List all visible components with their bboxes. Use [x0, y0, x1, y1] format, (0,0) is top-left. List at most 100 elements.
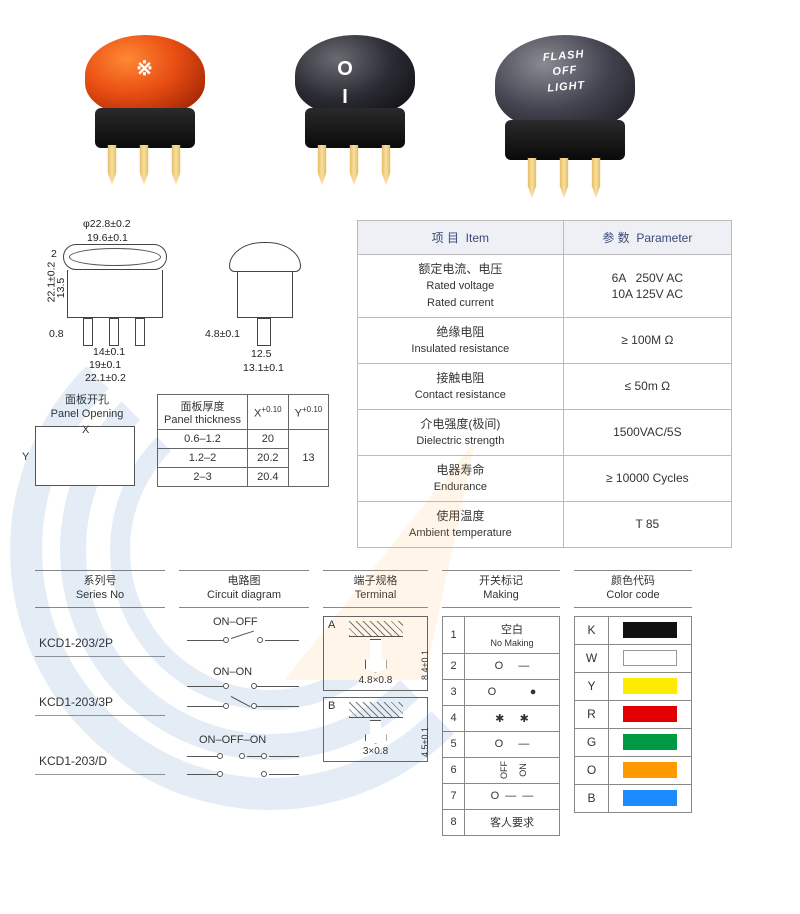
color-code-column: 颜色代码Color code KWYRGOB	[574, 570, 692, 836]
dim-inner-h: 13.5	[55, 278, 67, 298]
circuit-1-label: ON–ON	[213, 666, 252, 678]
series-0: KCD1-203/2P	[35, 616, 165, 657]
spec-r4-en: Endurance	[434, 481, 487, 493]
spec-r0-cn: 额定电流、电压	[418, 262, 502, 276]
color-swatch-O	[623, 762, 677, 778]
thk-r2-x: 20.4	[248, 468, 289, 487]
color-head-en: Color code	[606, 589, 659, 601]
making-head-en: Making	[483, 589, 518, 601]
dim-side-mid: 12.5	[251, 348, 271, 360]
mk-0-n: 1	[443, 616, 465, 653]
mk-3-n: 4	[443, 705, 465, 731]
dim-pin-gap: 14±0.1	[93, 346, 125, 358]
cap-label-2: O I	[325, 55, 385, 111]
terminal-a-letter: A	[328, 619, 335, 631]
mk-4-n: 5	[443, 731, 465, 757]
spec-r4-val: ≥ 10000 Cycles	[563, 455, 731, 501]
spec-r1-en: Insulated resistance	[411, 343, 509, 355]
panel-opening-y: Y	[22, 451, 29, 463]
color-swatch-Y	[623, 678, 677, 694]
spec-r0-val: 6A 250V AC 10A 125V AC	[563, 255, 731, 318]
making-head-cn: 开关标记	[479, 575, 523, 587]
spec-r1-cn: 绝缘电阻	[436, 325, 484, 339]
spec-r2-cn: 接触电阻	[436, 371, 484, 385]
mk-6-sym: O — —	[465, 783, 560, 809]
dim-side-bot: 13.1±0.1	[243, 362, 284, 374]
dim-side-gap: 2	[51, 248, 57, 260]
thk-r1-t: 1.2–2	[158, 449, 248, 468]
color-swatch-W	[623, 650, 677, 666]
circuit-column: 电路图 Circuit diagram ON–OFF ON–ON	[179, 570, 309, 836]
terminal-a: A 8.4±0.1 4.8×0.8	[323, 616, 428, 691]
thk-r1-x: 20.2	[248, 449, 289, 468]
mk-5-n: 6	[443, 757, 465, 783]
circuit-head-en: Circuit diagram	[207, 589, 281, 601]
color-swatch-K	[623, 622, 677, 638]
spec-r4-cn: 电器寿命	[436, 463, 484, 477]
cap-label-1: ※	[136, 55, 154, 83]
panel-opening-title-en: Panel Opening	[51, 408, 124, 420]
mk-6-n: 7	[443, 783, 465, 809]
color-key-W: W	[575, 644, 609, 672]
terminal-a-side: 8.4±0.1	[420, 650, 430, 680]
mk-2-n: 3	[443, 679, 465, 705]
thk-hdr-en: Panel thickness	[164, 414, 241, 426]
spec-r5-en: Ambient temperature	[409, 527, 512, 539]
spec-hdr-item-en: Item	[466, 231, 489, 245]
mk-1-sym: O —	[465, 653, 560, 679]
color-swatch-G	[623, 734, 677, 750]
spec-r3-cn: 介电强度(极间)	[420, 417, 500, 431]
spec-r5-val: T 85	[563, 502, 731, 548]
thk-y-merged: 13	[288, 430, 329, 487]
dim-pin-span: 19±0.1	[89, 359, 121, 371]
series-2: KCD1-203/D	[35, 716, 165, 775]
color-swatch-R	[623, 706, 677, 722]
panel-opening-block: 面板开孔Panel Opening X Y	[35, 394, 139, 486]
mk-1-n: 2	[443, 653, 465, 679]
color-key-G: G	[575, 728, 609, 756]
series-head-en: Series No	[76, 589, 124, 601]
mk-4-sym: O —	[465, 731, 560, 757]
mk-2-sym: O ●	[465, 679, 560, 705]
mk-0-cn: 空白	[501, 624, 523, 636]
circuit-0-label: ON–OFF	[213, 616, 258, 628]
terminal-b: B 4.5±0.1 3×0.8	[323, 697, 428, 762]
color-swatch-B	[623, 790, 677, 806]
spec-r1-val: ≥ 100M Ω	[563, 317, 731, 363]
dim-bottom-w: 22.1±0.2	[85, 372, 126, 384]
making-column: 开关标记Making 1空白No Making 2O — 3O ● 4✱ ✱ 5…	[442, 570, 560, 836]
color-head-cn: 颜色代码	[611, 575, 655, 587]
terminal-a-dim: 4.8×0.8	[328, 675, 423, 686]
color-key-Y: Y	[575, 672, 609, 700]
color-key-R: R	[575, 700, 609, 728]
spec-hdr-param-en: Parameter	[636, 231, 692, 245]
dim-foot: 0.8	[49, 328, 64, 340]
mk-0-en: No Making	[490, 638, 533, 648]
terminal-b-dim: 3×0.8	[328, 746, 423, 757]
terminal-b-letter: B	[328, 700, 335, 712]
series-column: 系列号Series No KCD1-203/2P KCD1-203/3P KCD…	[35, 570, 165, 836]
panel-thickness-table: 面板厚度Panel thickness X+0.10 Y+0.10 0.6–1.…	[157, 394, 329, 487]
series-head-cn: 系列号	[84, 575, 117, 587]
spec-r0-en: Rated voltage Rated current	[426, 280, 494, 309]
thk-r2-t: 2–3	[158, 468, 248, 487]
terminal-b-side: 4.5±0.1	[420, 727, 430, 757]
mk-7-cn: 客人要求	[465, 809, 560, 835]
cap-label-3: FLASH OFF LIGHT	[542, 47, 588, 97]
thk-yh: Y	[295, 407, 302, 419]
spec-r2-val: ≤ 50m Ω	[563, 363, 731, 409]
product-photo-2: O I	[285, 30, 425, 200]
terminal-column: 端子规格Terminal A 8.4±0.1 4.8×0.8 B 4.5±0.1…	[323, 570, 428, 836]
mk-3-sym: ✱ ✱	[465, 705, 560, 731]
thk-r0-t: 0.6–1.2	[158, 430, 248, 449]
spec-hdr-param-cn: 参 数	[602, 231, 629, 245]
product-photo-1: ※	[75, 30, 215, 200]
thk-hdr-cn: 面板厚度	[181, 401, 225, 413]
mk-7-n: 8	[443, 809, 465, 835]
spec-r3-val: 1500VAC/5S	[563, 409, 731, 455]
spec-r5-cn: 使用温度	[436, 509, 484, 523]
color-key-B: B	[575, 784, 609, 812]
color-key-O: O	[575, 756, 609, 784]
circuit-head-cn: 电路图	[228, 575, 261, 587]
circuit-2-label: ON–OFF–ON	[199, 734, 266, 746]
